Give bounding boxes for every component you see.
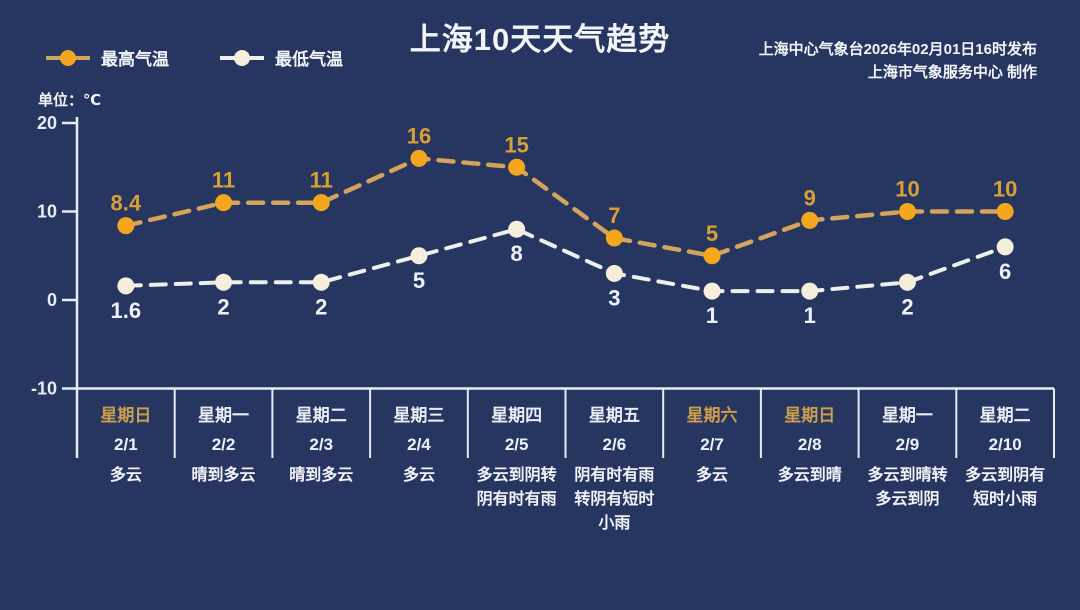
date-label: 2/1 <box>114 435 138 454</box>
date-label: 2/8 <box>798 435 822 454</box>
high-temp-value-label: 11 <box>212 168 235 193</box>
weekday-label: 星期日 <box>100 406 151 425</box>
weather-label: 阴有时有雨 <box>574 465 654 484</box>
weekday-label: 星期一 <box>882 406 933 425</box>
date-label: 2/4 <box>407 435 431 454</box>
low-temp-line <box>123 227 1008 294</box>
publisher-line-2: 上海市气象服务中心 制作 <box>867 64 1037 81</box>
low-temp-point <box>703 282 721 300</box>
weather-label: 转阴有短时 <box>574 489 654 508</box>
high-temp-value-label: 10 <box>993 177 1017 202</box>
weather-label: 多云 <box>110 465 142 484</box>
weather-label: 晴到多云 <box>192 465 256 484</box>
legend-label-high: 最高气温 <box>101 50 169 69</box>
weather-label: 多云到阴 <box>875 489 939 508</box>
date-label: 2/5 <box>505 435 529 454</box>
legend-item-low: 最低气温 <box>219 45 343 70</box>
weekday-label: 星期六 <box>687 405 738 425</box>
low-temp-value-label: 6 <box>999 259 1011 284</box>
chart-legend: 最高气温 最低气温 <box>45 45 343 70</box>
date-label: 2/10 <box>989 435 1022 454</box>
y-tick-label: -10 <box>31 379 57 399</box>
high-temp-value-label: 8.4 <box>111 191 142 216</box>
low-temp-point <box>898 273 916 291</box>
weather-label: 多云到阴有 <box>965 465 1045 484</box>
low-temp-point <box>410 247 428 265</box>
weekday-label: 星期一 <box>198 406 249 425</box>
high-temp-point <box>117 217 135 235</box>
high-temp-value-label: 7 <box>608 203 620 228</box>
high-temp-point <box>312 194 330 212</box>
high-temp-value-label: 16 <box>407 123 431 148</box>
low-temp-value-label: 1 <box>706 303 718 328</box>
weather-label: 小雨 <box>598 514 630 532</box>
weekday-label: 星期四 <box>491 406 542 425</box>
date-label: 2/9 <box>896 435 920 454</box>
low-temp-value-label: 2 <box>315 294 327 319</box>
weekday-label: 星期二 <box>296 406 347 425</box>
high-temp-value-label: 11 <box>310 168 333 193</box>
y-tick-label: 0 <box>47 290 57 310</box>
high-temp-point <box>898 203 916 220</box>
date-label: 2/7 <box>700 435 724 454</box>
low-temp-point <box>117 277 135 295</box>
low-temp-value-label: 5 <box>413 268 425 293</box>
low-temp-value-label: 1 <box>804 303 816 328</box>
high-temp-point <box>801 211 819 229</box>
date-label: 2/2 <box>212 435 236 454</box>
legend-marker <box>234 49 250 66</box>
high-temp-line <box>123 156 1008 259</box>
low-temp-point <box>605 264 623 282</box>
low-temp-value-label: 2 <box>901 294 913 319</box>
page-title: 上海10天天气趋势 <box>409 22 671 57</box>
low-temp-legend-icon <box>220 49 264 66</box>
legend-item-high: 最高气温 <box>45 45 169 70</box>
low-temp-point <box>801 282 819 300</box>
low-temp-point <box>508 220 526 238</box>
unit-label: 单位：℃ <box>38 92 102 109</box>
weekday-label: 星期五 <box>589 406 640 425</box>
weather-label: 多云到晴 <box>778 465 842 484</box>
low-temp-point <box>312 273 330 291</box>
weather-label: 多云到阴转 <box>477 465 557 484</box>
publisher-info: 上海中心气象台2026年02月01日16时发布 上海市气象服务中心 制作 <box>759 38 1037 84</box>
low-temp-value-label: 3 <box>608 285 620 310</box>
high-temp-value-label: 10 <box>895 177 919 202</box>
low-temp-value-label: 2 <box>217 294 229 319</box>
high-temp-value-label: 5 <box>706 221 718 246</box>
low-temp-point <box>215 273 233 291</box>
high-temp-value-label: 9 <box>804 185 816 210</box>
high-temp-point <box>215 194 233 212</box>
high-temp-point <box>508 158 526 176</box>
low-temp-point <box>996 238 1014 256</box>
date-label: 2/3 <box>309 435 333 454</box>
high-temp-point <box>703 247 721 265</box>
high-temp-point <box>605 229 623 247</box>
low-temp-value-label: 1.6 <box>111 298 142 323</box>
weekday-label: 星期日 <box>784 406 835 425</box>
publisher-line-1: 上海中心气象台2026年02月01日16时发布 <box>758 41 1037 58</box>
weather-label: 多云到晴转 <box>867 465 947 484</box>
high-temp-point <box>996 203 1014 220</box>
legend-label-low: 最低气温 <box>275 50 343 69</box>
high-temp-point <box>410 149 428 167</box>
weather-label: 短时小雨 <box>973 489 1037 508</box>
weather-label: 多云 <box>696 465 728 484</box>
y-tick-label: 10 <box>37 202 57 222</box>
low-temp-value-label: 8 <box>511 241 523 266</box>
weather-label: 晴到多云 <box>289 465 353 484</box>
weekday-label: 星期三 <box>393 406 444 425</box>
weekday-label: 星期二 <box>980 406 1031 425</box>
legend-marker <box>60 49 76 66</box>
high-temp-legend-icon <box>46 49 90 66</box>
y-tick-label: 20 <box>37 113 57 133</box>
weather-label: 多云 <box>403 465 435 484</box>
date-label: 2/6 <box>603 435 627 454</box>
high-temp-value-label: 15 <box>504 132 528 157</box>
weather-label: 阴有时有雨 <box>477 489 557 508</box>
